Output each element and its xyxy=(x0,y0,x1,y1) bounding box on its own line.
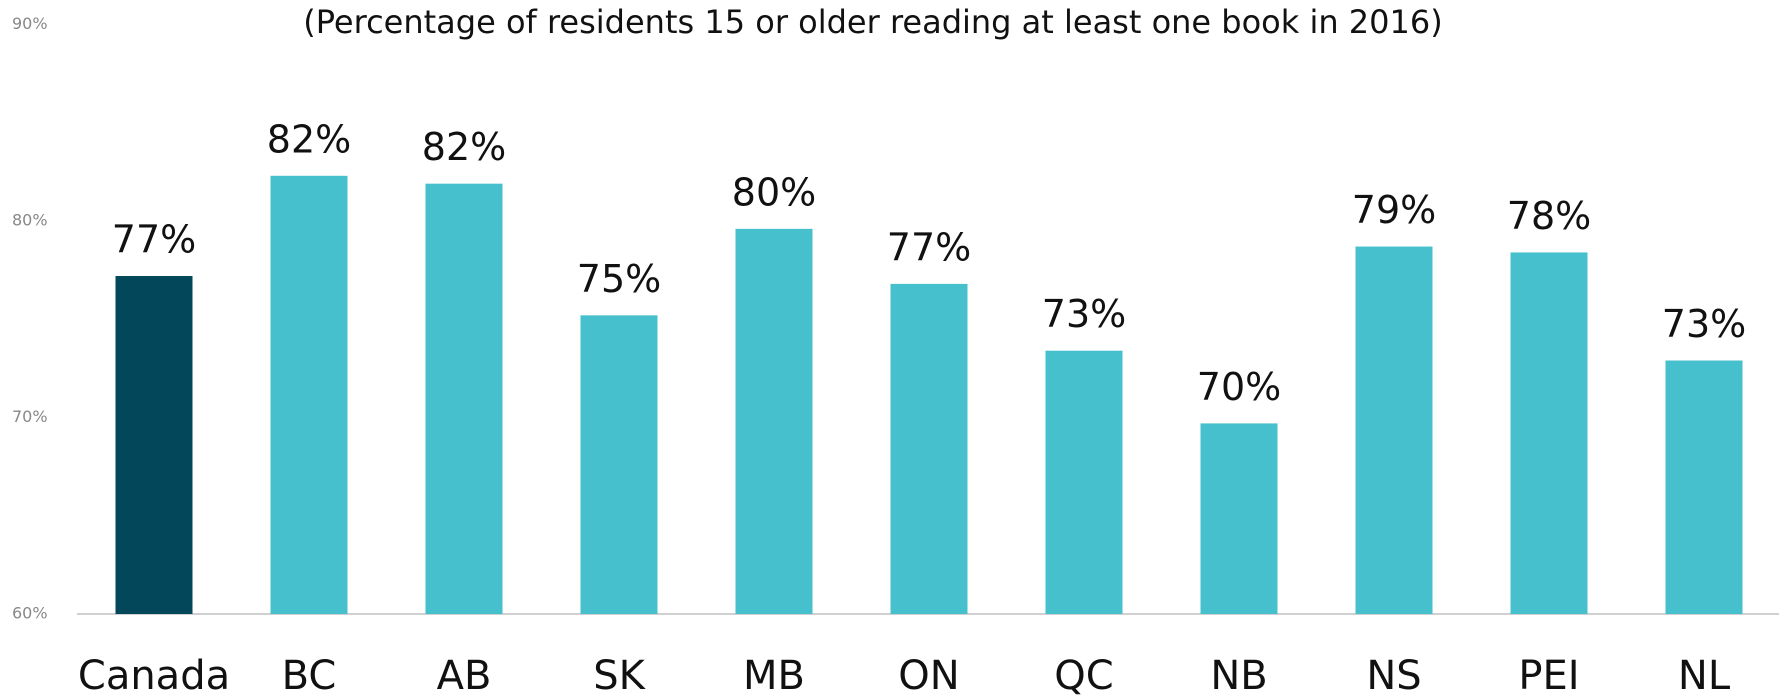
data-label: 75% xyxy=(577,257,661,301)
data-label: 80% xyxy=(732,170,816,214)
data-label: 79% xyxy=(1352,188,1436,232)
bar xyxy=(1665,360,1743,614)
data-label: 82% xyxy=(422,125,506,169)
x-tick-label: PEI xyxy=(1518,653,1579,697)
data-label: 82% xyxy=(267,117,351,161)
bar xyxy=(115,276,193,614)
data-label: 78% xyxy=(1507,194,1591,238)
x-tick-label: BC xyxy=(282,653,337,697)
x-tick-label: NL xyxy=(1678,653,1731,697)
y-tick-label: 70% xyxy=(12,407,48,426)
bar xyxy=(1510,252,1588,614)
x-tick-label: ON xyxy=(898,653,959,697)
bar xyxy=(580,315,658,614)
x-tick-label: MB xyxy=(743,653,805,697)
bar xyxy=(735,228,813,615)
x-tick-label: AB xyxy=(437,653,492,697)
data-label: 70% xyxy=(1197,365,1281,409)
chart-title: (Percentage of residents 15 or older rea… xyxy=(303,3,1442,41)
x-tick-label: QC xyxy=(1054,653,1113,697)
x-tick-label: NS xyxy=(1366,653,1421,697)
data-label: 73% xyxy=(1042,292,1126,336)
y-tick-label: 90% xyxy=(12,14,48,33)
bar xyxy=(1355,246,1433,615)
data-label: 77% xyxy=(112,218,196,262)
y-tick-label: 60% xyxy=(12,604,48,623)
x-tick-label: NB xyxy=(1210,653,1267,697)
bar xyxy=(890,283,968,614)
bar xyxy=(425,183,503,615)
data-label: 77% xyxy=(887,225,971,269)
bar xyxy=(270,175,348,614)
bar xyxy=(1045,350,1123,614)
x-tick-label: Canada xyxy=(78,653,230,697)
x-tick-label: SK xyxy=(593,653,646,697)
bar xyxy=(1200,423,1278,614)
y-tick-label: 80% xyxy=(12,211,48,230)
data-label: 73% xyxy=(1662,302,1746,346)
